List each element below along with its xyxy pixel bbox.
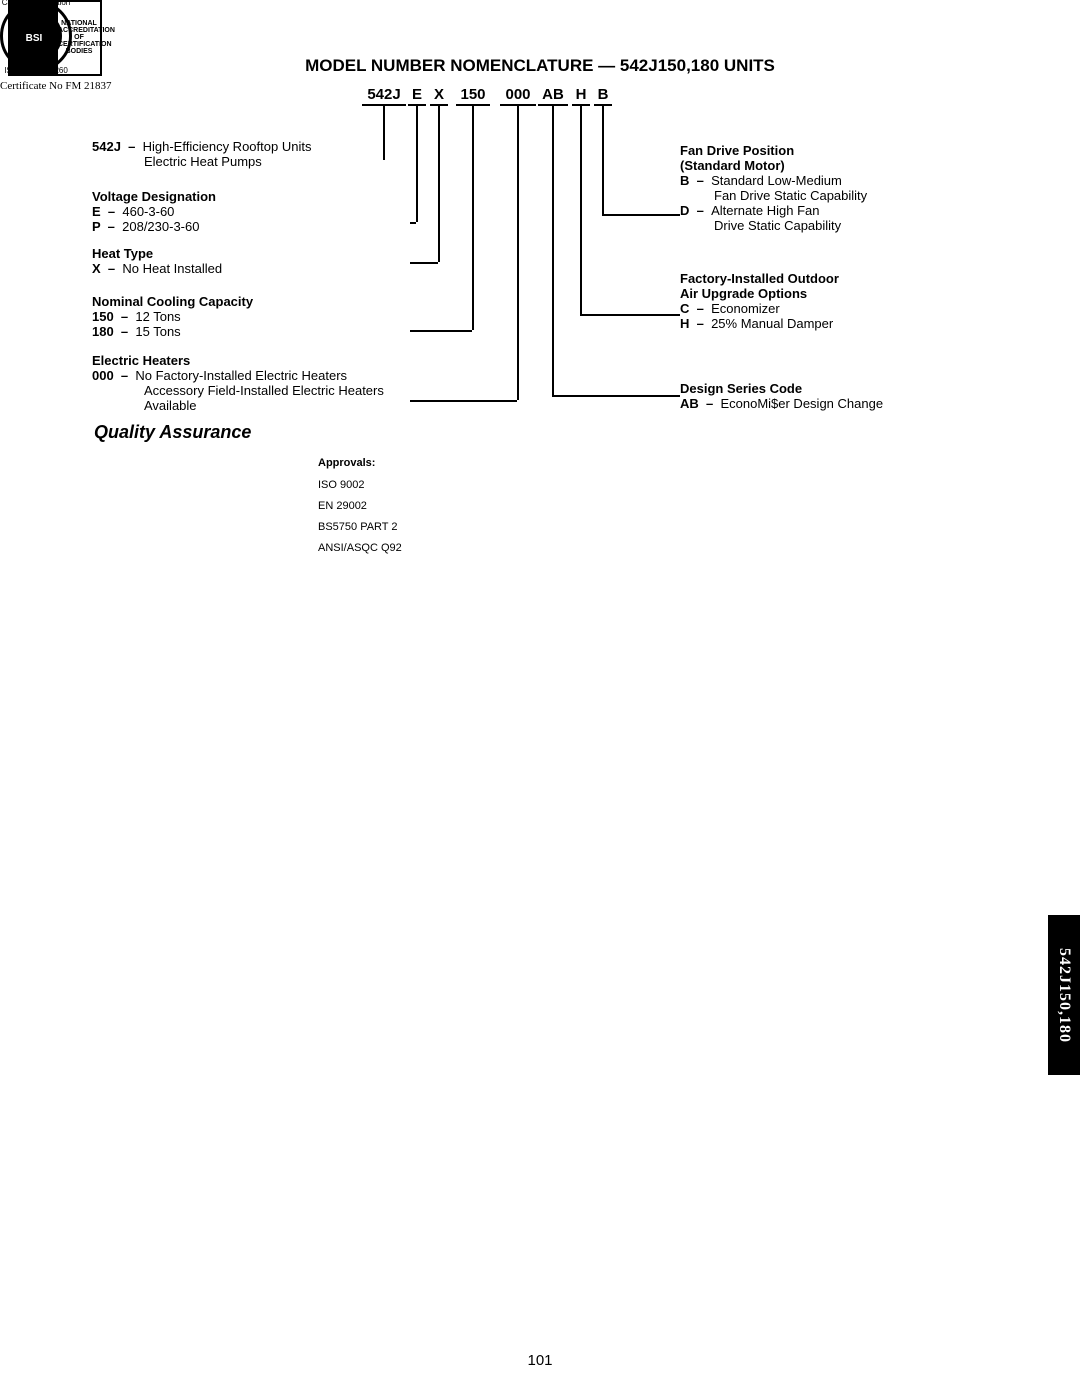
qa-heading: Quality Assurance <box>94 422 251 443</box>
left-desc-block: Electric Heaters000 – No Factory-Install… <box>92 354 432 414</box>
approvals-block: Approvals: ISO 9002 EN 29002 BS5750 PART… <box>318 456 402 559</box>
model-segment: 000 <box>500 86 536 103</box>
model-segment: 542J <box>362 86 406 103</box>
model-segment: H <box>572 86 590 103</box>
model-segment: X <box>430 86 448 103</box>
model-segment: E <box>408 86 426 103</box>
right-desc-block: Factory-Installed OutdoorAir Upgrade Opt… <box>680 272 1000 332</box>
approval-item: ANSI/ASQC Q92 <box>318 538 402 559</box>
right-desc-block: Fan Drive Position(Standard Motor)B – St… <box>680 144 1000 234</box>
left-desc-block: Heat TypeX – No Heat Installed <box>92 247 432 277</box>
left-desc-block: Voltage DesignationE – 460-3-60P – 208/2… <box>92 190 432 235</box>
left-desc-block: Nominal Cooling Capacity150 – 12 Tons180… <box>92 295 432 340</box>
page-number: 101 <box>0 1352 1080 1369</box>
bsi-right-label: NATIONAL ACCREDITATION OF CERTIFICATION … <box>58 2 100 74</box>
approvals-title: Approvals: <box>318 456 402 471</box>
side-tab: 542J150,180 <box>1048 915 1080 1075</box>
bsi-cert-text: Certificate No FM 21837 <box>0 80 120 92</box>
page-title: MODEL NUMBER NOMENCLATURE — 542J150,180 … <box>0 56 1080 76</box>
model-segment: AB <box>538 86 568 103</box>
bsi-left-label: BSI <box>10 2 58 74</box>
approval-item: EN 29002 <box>318 496 402 517</box>
left-desc-block: 542J – High-Efficiency Rooftop UnitsElec… <box>92 140 432 170</box>
model-segment: 150 <box>456 86 490 103</box>
right-desc-block: Design Series CodeAB – EconoMi$er Design… <box>680 382 1000 412</box>
model-segment: B <box>594 86 612 103</box>
approval-item: ISO 9002 <box>318 475 402 496</box>
approval-item: BS5750 PART 2 <box>318 517 402 538</box>
